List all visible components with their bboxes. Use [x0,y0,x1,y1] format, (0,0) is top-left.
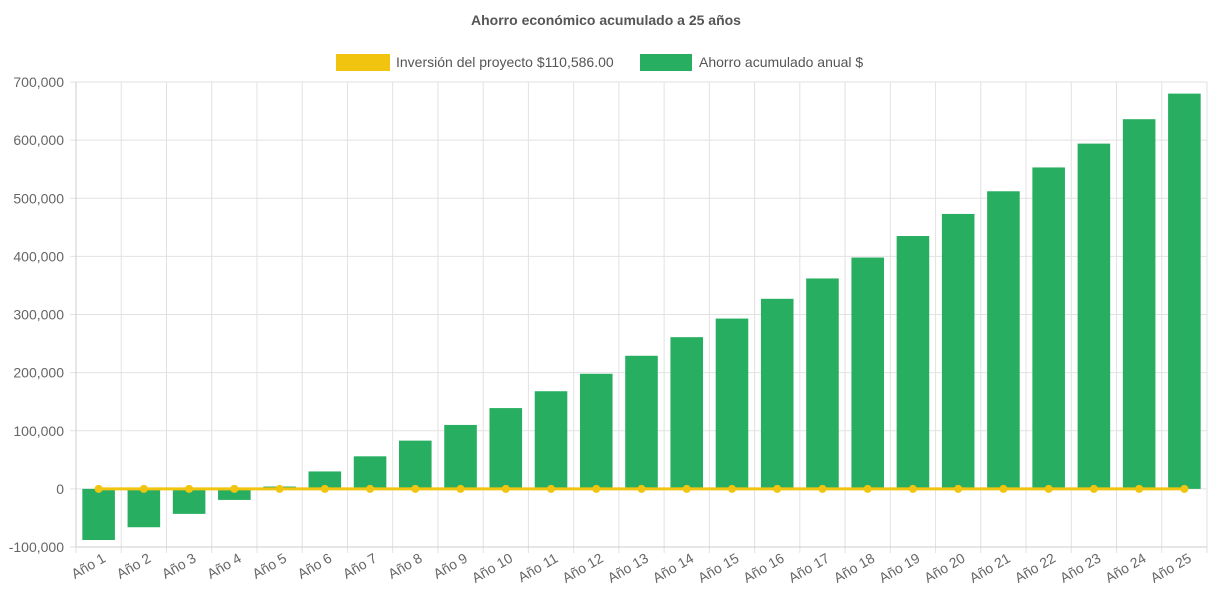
line-point-5[interactable] [275,484,284,493]
x-tick-label: Año 8 [385,550,425,582]
x-tick-label: Año 15 [695,550,742,586]
line-point-14[interactable] [682,484,691,493]
bar-13[interactable] [625,355,658,489]
bar-9[interactable] [444,424,477,489]
bar-23[interactable] [1077,143,1111,489]
y-tick-label: 700,000 [13,74,64,90]
line-point-13[interactable] [637,484,646,493]
line-point-8[interactable] [411,484,420,493]
bar-6[interactable] [308,471,342,489]
x-tick-label: Año 25 [1147,550,1194,586]
bar-24[interactable] [1122,119,1156,489]
bar-1[interactable] [82,488,115,541]
chart-title: Ahorro económico acumulado a 25 años [471,12,741,28]
x-tick-label: Año 20 [921,550,968,586]
y-tick-label: 300,000 [13,307,64,323]
line-point-16[interactable] [773,484,782,493]
line-point-15[interactable] [727,484,736,493]
line-point-21[interactable] [999,484,1008,493]
x-tick-label: Año 18 [831,550,878,586]
bar-7[interactable] [353,456,387,489]
line-point-1[interactable] [94,484,103,493]
legend-label-ahorro[interactable]: Ahorro acumulado anual $ [699,54,863,70]
bar-15[interactable] [715,318,749,489]
bar-20[interactable] [941,213,975,489]
legend-swatch-ahorro[interactable] [640,54,692,71]
line-point-22[interactable] [1044,484,1053,493]
y-tick-label: 400,000 [13,248,64,264]
x-tick-label: Año 9 [430,550,470,582]
y-tick-label: 200,000 [13,365,64,381]
line-point-10[interactable] [501,484,510,493]
x-tick-label: Año 2 [114,550,154,582]
x-tick-label: Año 22 [1012,550,1059,586]
y-tick-label: -100,000 [9,539,64,555]
bar-22[interactable] [1032,167,1065,489]
line-point-12[interactable] [592,484,601,493]
y-tick-label: 0 [56,481,64,497]
bar-16[interactable] [760,298,794,489]
bar-25[interactable] [1168,93,1201,489]
x-tick-label: Año 7 [340,550,380,582]
legend-swatch-inversion[interactable] [336,54,390,71]
line-series [94,484,1189,493]
line-point-24[interactable] [1135,484,1144,493]
legend-label-inversion[interactable]: Inversión del proyecto $110,586.00 [396,54,614,70]
bar-17[interactable] [806,278,839,489]
y-tick-label: 500,000 [13,190,64,206]
bar-21[interactable] [987,191,1020,489]
legend: Inversión del proyecto $110,586.00 Ahorr… [336,54,863,71]
x-tick-label: Año 19 [876,550,923,586]
x-tick-label: Año 11 [515,550,561,586]
x-tick-label: Año 10 [469,550,516,586]
bar-11[interactable] [534,391,568,489]
y-tick-label: 600,000 [13,132,64,148]
x-tick-label: Año 1 [68,550,108,582]
bar-19[interactable] [896,236,930,489]
x-tick-label: Año 16 [740,550,787,586]
x-tick-label: Año 23 [1057,550,1104,586]
line-point-2[interactable] [139,484,148,493]
bar-2[interactable] [127,488,161,528]
line-point-11[interactable] [547,484,556,493]
line-point-4[interactable] [230,484,239,493]
x-tick-label: Año 3 [159,550,199,582]
bar-3[interactable] [172,488,206,514]
x-tick-label: Año 17 [786,550,833,586]
x-tick-label: Año 5 [249,550,289,582]
line-point-17[interactable] [818,484,827,493]
bar-12[interactable] [579,373,613,489]
line-point-18[interactable] [863,484,872,493]
line-point-3[interactable] [185,484,194,493]
x-tick-label: Año 13 [605,550,652,586]
line-point-9[interactable] [456,484,465,493]
x-tick-label: Año 6 [295,550,335,582]
line-point-25[interactable] [1180,484,1189,493]
grid [70,81,1208,553]
line-point-20[interactable] [954,484,963,493]
bar-8[interactable] [399,440,432,489]
x-tick-label: Año 12 [559,550,606,586]
x-tick-label: Año 24 [1102,550,1149,586]
line-point-7[interactable] [366,484,375,493]
x-tick-label: Año 4 [204,550,244,582]
x-tick-label: Año 21 [966,550,1013,586]
y-tick-label: 100,000 [13,423,64,439]
bar-14[interactable] [670,337,704,489]
bar-series [82,93,1201,541]
line-point-23[interactable] [1089,484,1098,493]
line-point-6[interactable] [320,484,329,493]
bar-4[interactable] [218,488,251,500]
y-axis: 700,000 600,000 500,000 400,000 300,000 200,0… [9,74,77,555]
x-axis: Año 1 Año 2 Año 3 Año 4 Año 5 Año 6 Año 7 Año 8… [68,546,1207,586]
line-point-19[interactable] [908,484,917,493]
bar-10[interactable] [489,408,523,489]
x-tick-label: Año 14 [650,550,697,586]
bar-18[interactable] [851,257,884,489]
